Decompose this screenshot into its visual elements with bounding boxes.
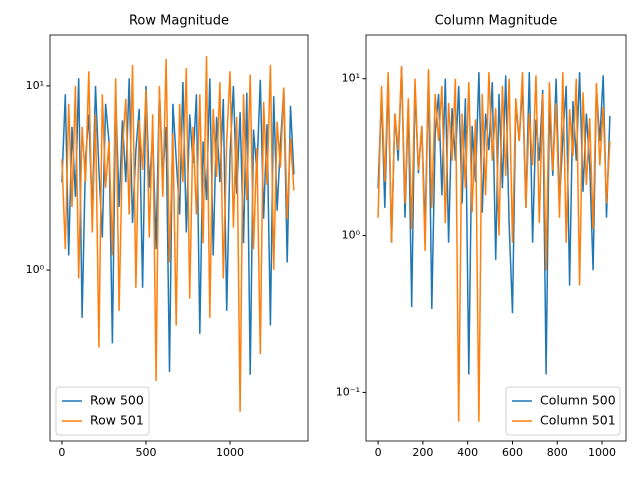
y-tick-label: 10⁰ — [26, 263, 45, 276]
y-tick-label: 10¹ — [342, 72, 360, 85]
legend-label: Row 500 — [90, 393, 144, 408]
x-tick-label: 200 — [412, 446, 433, 459]
x-tick-label: 1000 — [588, 446, 616, 459]
x-tick-label: 400 — [457, 446, 478, 459]
y-tick-label: 10⁻¹ — [336, 385, 360, 398]
x-tick-label: 0 — [375, 446, 382, 459]
data-line — [61, 56, 295, 412]
legend-label: Row 501 — [90, 413, 144, 428]
y-tick-label: 10⁰ — [342, 229, 361, 242]
legend-box — [505, 386, 621, 436]
x-tick-label: 800 — [547, 446, 568, 459]
x-tick-label: 1000 — [216, 446, 244, 459]
x-tick-label: 500 — [135, 446, 156, 459]
axes-frame — [49, 34, 309, 442]
chart-title: Row Magnitude — [129, 14, 229, 29]
legend-label: Column 500 — [540, 393, 616, 408]
y-tick-label: 10¹ — [26, 79, 44, 92]
legend-box — [55, 386, 150, 436]
data-line — [377, 66, 611, 422]
x-tick-label: 0 — [58, 446, 65, 459]
legend-label: Column 501 — [540, 413, 616, 428]
x-tick-label: 600 — [502, 446, 523, 459]
axes-frame — [365, 34, 627, 442]
chart-title: Column Magnitude — [435, 14, 558, 29]
